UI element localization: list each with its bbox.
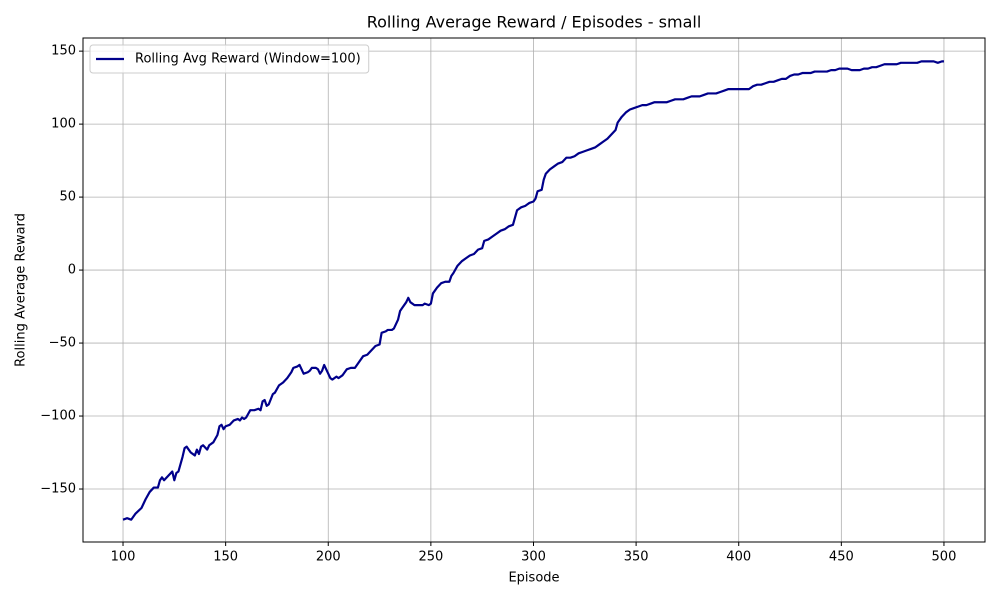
x-tick-label: 500 <box>932 550 957 565</box>
chart-title: Rolling Average Reward / Episodes - smal… <box>367 13 702 32</box>
y-axis-label: Rolling Average Reward <box>14 213 29 367</box>
y-tick-label: 150 <box>51 44 76 59</box>
y-tick-label: −50 <box>49 336 76 351</box>
plot-frame <box>82 37 986 543</box>
x-tick-label: 350 <box>624 550 649 565</box>
line-series <box>122 60 944 521</box>
y-tick-label: 50 <box>59 190 76 205</box>
x-tick-label: 400 <box>726 550 751 565</box>
x-tick-label: 150 <box>213 550 238 565</box>
y-tick-label: −150 <box>40 482 76 497</box>
x-tick-label: 300 <box>521 550 546 565</box>
x-tick-label: 250 <box>418 550 443 565</box>
legend-label: Rolling Avg Reward (Window=100) <box>135 52 361 67</box>
legend-frame <box>89 44 370 74</box>
y-tick-label: 100 <box>51 117 76 132</box>
x-axis-label: Episode <box>508 571 559 586</box>
y-tick-label: −100 <box>40 409 76 424</box>
x-tick-label: 200 <box>316 550 341 565</box>
legend: Rolling Avg Reward (Window=100) <box>89 44 370 74</box>
x-tick-label: 100 <box>111 550 136 565</box>
x-tick-label: 450 <box>829 550 854 565</box>
y-tick-label: 0 <box>68 263 76 278</box>
